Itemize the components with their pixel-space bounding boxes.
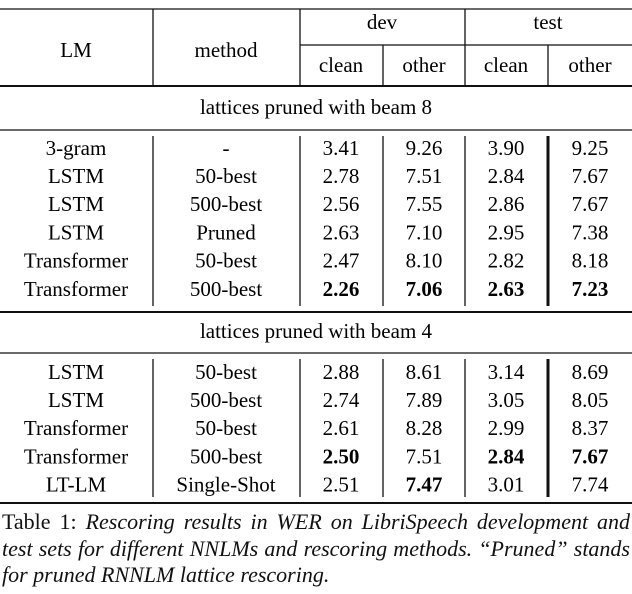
cell: 2.50 [323, 444, 360, 468]
cell: 500-best [190, 277, 262, 301]
cell: 3.01 [488, 473, 525, 497]
cell: LT-LM [46, 473, 107, 497]
subheader-cell: clean [484, 53, 529, 77]
caption: Table 1: Rescoring results in WER on Lib… [2, 509, 630, 589]
cell: 500-best [190, 192, 262, 216]
cell: 2.56 [323, 192, 360, 216]
cell: 7.10 [406, 220, 443, 244]
section-label: lattices pruned with beam 8 [200, 95, 432, 119]
cell: LSTM [48, 164, 104, 188]
caption-text: Rescoring results in WER on LibriSpeech … [2, 509, 631, 587]
cell: 7.74 [572, 473, 609, 497]
cell: Transformer [24, 249, 128, 273]
cell: 7.67 [572, 444, 609, 468]
cell: 2.47 [323, 249, 360, 273]
cell: 50-best [195, 249, 257, 273]
header-cell: test [533, 10, 562, 34]
cell: 2.26 [323, 277, 360, 301]
cell: Transformer [24, 277, 128, 301]
cell: LSTM [48, 192, 104, 216]
cell: 2.84 [488, 164, 525, 188]
cell: 2.99 [488, 416, 525, 440]
cell: 2.84 [488, 444, 525, 468]
cell: 8.28 [406, 416, 443, 440]
cell: 2.63 [323, 220, 360, 244]
cell: 7.51 [406, 444, 443, 468]
cell: 50-best [195, 360, 257, 384]
cell: 2.63 [488, 277, 525, 301]
cell: 3.05 [488, 388, 525, 412]
subheader-cell: other [402, 53, 445, 77]
cell: 3-gram [46, 136, 107, 160]
cell: 2.74 [323, 388, 360, 412]
cell: LSTM [48, 388, 104, 412]
cell: 2.51 [323, 473, 360, 497]
cell: 7.67 [572, 192, 609, 216]
cell: 2.95 [488, 220, 525, 244]
cell: 50-best [195, 164, 257, 188]
header-cell: LM [60, 38, 92, 62]
cell: 50-best [195, 416, 257, 440]
cell: 2.88 [323, 360, 360, 384]
table: LM method dev test clean other clean other l… [0, 8, 632, 504]
header-cell: method [195, 38, 258, 62]
cell: 2.86 [488, 192, 525, 216]
cell: 9.26 [406, 136, 443, 160]
cell: 2.78 [323, 164, 360, 188]
cell: Transformer [24, 416, 128, 440]
subheader-cell: clean [319, 53, 364, 77]
cell: 3.41 [323, 136, 360, 160]
cell: 500-best [190, 444, 262, 468]
cell: 8.37 [572, 416, 609, 440]
cell: - [223, 136, 230, 160]
section-label: lattices pruned with beam 4 [200, 319, 433, 343]
cell: LSTM [48, 360, 104, 384]
cell: 7.06 [406, 277, 443, 301]
cell: 7.51 [406, 164, 443, 188]
cell: 8.61 [406, 360, 443, 384]
cell: 8.18 [572, 249, 609, 273]
header-cell: dev [367, 10, 398, 34]
cell: 2.82 [488, 249, 525, 273]
cell: 3.90 [488, 136, 525, 160]
cell: 7.55 [406, 192, 443, 216]
cell: 8.10 [406, 249, 443, 273]
cell: 7.23 [572, 277, 609, 301]
cell: 7.67 [572, 164, 609, 188]
cell: 3.14 [488, 360, 525, 384]
cell: 7.38 [572, 220, 609, 244]
cell: 2.61 [323, 416, 360, 440]
cell: Transformer [24, 444, 128, 468]
subheader-cell: other [568, 53, 611, 77]
cell: 7.89 [406, 388, 443, 412]
cell: LSTM [48, 220, 104, 244]
cell: 8.05 [572, 388, 609, 412]
cell: 8.69 [572, 360, 609, 384]
cell: 500-best [190, 388, 262, 412]
caption-label: Table 1: [2, 509, 77, 534]
cell: Single-Shot [176, 473, 275, 497]
cell: 9.25 [572, 136, 609, 160]
cell: 7.47 [406, 473, 443, 497]
cell: Pruned [196, 220, 256, 244]
